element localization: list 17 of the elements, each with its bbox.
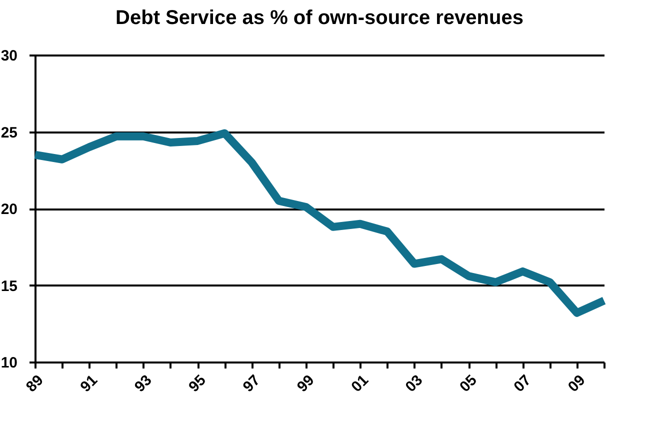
x-tick-label: 09 — [564, 372, 589, 396]
y-tick-label: 25 — [0, 124, 18, 142]
x-tick-label: 97 — [240, 372, 264, 396]
x-tick-label: 93 — [131, 372, 156, 396]
x-tick-label: 95 — [186, 372, 210, 396]
x-tick-label: 99 — [294, 372, 318, 396]
x-tick-label: 91 — [77, 372, 102, 396]
y-tick-label: 20 — [0, 201, 18, 218]
x-tick-label: 89 — [22, 372, 47, 396]
x-tick-label: 01 — [348, 372, 372, 396]
y-tick-label: 10 — [0, 354, 18, 372]
x-tick-label: 07 — [510, 372, 535, 396]
x-tick-label: 05 — [456, 372, 480, 396]
x-tick-label: 03 — [402, 372, 426, 396]
y-tick-label: 15 — [0, 278, 18, 295]
chart-title: Debt Service as % of own-source revenues — [116, 7, 524, 29]
y-tick-label: 30 — [0, 48, 18, 64]
